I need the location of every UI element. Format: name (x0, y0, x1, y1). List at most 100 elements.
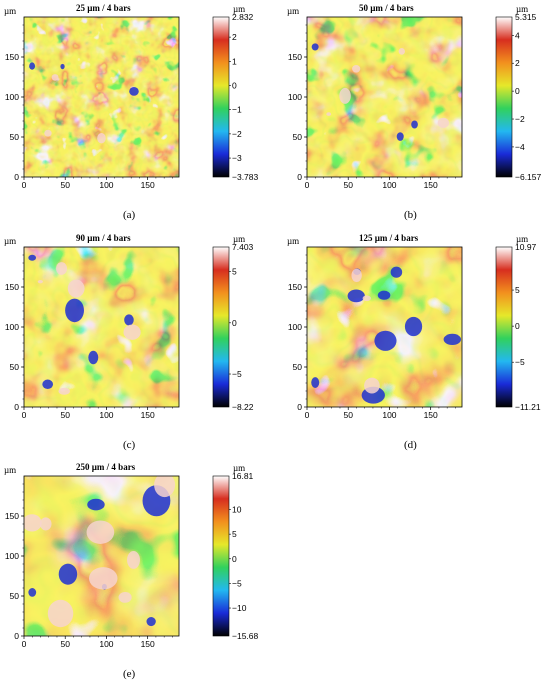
height-peak-mark (339, 87, 351, 104)
y-axis-unit: µm (4, 465, 17, 475)
height-pit-mark (28, 588, 37, 597)
height-pit-mark (443, 333, 462, 345)
height-pit-mark (124, 314, 134, 326)
height-pit-mark (29, 62, 36, 70)
height-peak-mark (37, 279, 43, 284)
height-peak-mark (67, 279, 85, 298)
x-tick-label: 150 (424, 410, 438, 420)
height-peak-mark (118, 591, 132, 603)
x-tick-label: 0 (22, 410, 27, 420)
x-tick-label: 150 (141, 410, 155, 420)
heightmap-image (24, 247, 179, 407)
colorbar-max-label: 10.97 (515, 242, 537, 252)
colorbar-tick-label: 5 (515, 285, 520, 295)
y-tick-label: 50 (10, 132, 20, 142)
colorbar-max-label: 2.832 (232, 12, 254, 22)
x-tick-label: 0 (305, 410, 310, 420)
heightmap-image (24, 17, 179, 177)
y-axis-unit: µm (287, 236, 300, 246)
colorbar-unit: µm (233, 463, 246, 473)
colorbar-tick-label: 0 (232, 318, 237, 328)
height-peak-mark (44, 129, 52, 137)
height-pit-mark (58, 563, 78, 585)
height-peak-mark (47, 599, 74, 628)
x-tick-label: 100 (99, 639, 113, 649)
height-peak-mark (39, 517, 52, 531)
colorbar-tick-label: −5 (515, 357, 525, 367)
y-tick-label: 0 (14, 402, 19, 412)
height-pit-mark (311, 43, 319, 51)
heightmap-image (24, 476, 179, 636)
x-tick-label: 150 (141, 180, 155, 190)
height-pit-mark (390, 266, 403, 278)
colorbar-tick-label: −3 (232, 153, 242, 163)
y-tick-label: 0 (297, 402, 302, 412)
colorbar-min-label: −15.68 (232, 631, 259, 641)
colorbar-tick-label: −5 (232, 369, 242, 379)
y-tick-label: 100 (288, 92, 302, 102)
y-tick-label: 150 (288, 282, 302, 292)
x-tick-label: 100 (99, 180, 113, 190)
y-tick-label: 0 (14, 172, 19, 182)
y-tick-label: 100 (288, 322, 302, 332)
colorbar-unit: µm (233, 234, 246, 244)
colorbar (495, 246, 513, 408)
x-tick-label: 50 (60, 180, 70, 190)
height-peak-mark (127, 550, 141, 569)
colorbar-tick-label: −1 (232, 105, 242, 115)
height-peak-mark (437, 117, 450, 128)
caption-c: (c) (123, 439, 136, 451)
y-tick-label: 50 (293, 362, 303, 372)
panel-title: 125 µm / 4 bars (359, 233, 419, 243)
panel-e: µm 250 µm / 4 bars µm 0 50 100 150 0 50 100 150… (0, 459, 265, 684)
height-pit-mark (396, 132, 404, 141)
colorbar-min-label: −8.22 (232, 402, 254, 412)
colorbar-unit: µm (516, 234, 529, 244)
height-pit-mark (60, 63, 65, 70)
x-tick-label: 50 (343, 180, 353, 190)
height-peak-mark (56, 262, 68, 275)
x-tick-label: 0 (22, 639, 27, 649)
panel-title: 50 µm / 4 bars (359, 3, 414, 13)
colorbar-tick-label: 0 (232, 554, 237, 564)
colorbar (212, 16, 230, 178)
x-tick-label: 50 (343, 410, 353, 420)
x-tick-label: 150 (424, 180, 438, 190)
height-pit-mark (377, 290, 391, 300)
colorbar-tick-label: 4 (515, 30, 520, 40)
height-pit-mark (404, 316, 423, 337)
y-tick-label: 150 (5, 511, 19, 521)
height-peak-mark (89, 567, 118, 590)
colorbar-tick-label: 2 (232, 32, 237, 42)
x-tick-label: 100 (382, 180, 396, 190)
caption-d: (d) (404, 439, 417, 451)
colorbar-tick-label: −4 (515, 142, 525, 152)
height-peak-mark (398, 47, 405, 55)
y-tick-label: 50 (10, 362, 20, 372)
y-tick-label: 50 (293, 132, 303, 142)
colorbar-unit: µm (516, 4, 529, 14)
height-pit-mark (28, 254, 37, 261)
height-pit-mark (65, 298, 84, 323)
x-tick-label: 0 (305, 180, 310, 190)
height-pit-mark (311, 377, 320, 388)
colorbar-tick-label: 0 (515, 321, 520, 331)
heightmap-chart: 0 50 100 150 0 50 100 150 5.315 −6.157 4 2 0 −2 −4 (288, 12, 542, 190)
colorbar-min-label: −11.21 (515, 402, 541, 412)
height-peak-mark (326, 112, 332, 116)
height-pit-mark (87, 498, 105, 511)
height-peak-mark (364, 377, 380, 394)
height-peak-mark (24, 514, 42, 532)
colorbar-max-label: 5.315 (515, 12, 537, 22)
height-peak-mark (51, 74, 59, 81)
y-axis-unit: µm (4, 6, 17, 16)
y-tick-label: 100 (5, 92, 19, 102)
height-pit-mark (42, 379, 54, 390)
colorbar (212, 246, 230, 408)
y-tick-label: 150 (5, 282, 19, 292)
height-pit-mark (88, 350, 99, 365)
panel-title: 250 µm / 4 bars (76, 462, 136, 472)
height-peak-mark (123, 324, 141, 340)
